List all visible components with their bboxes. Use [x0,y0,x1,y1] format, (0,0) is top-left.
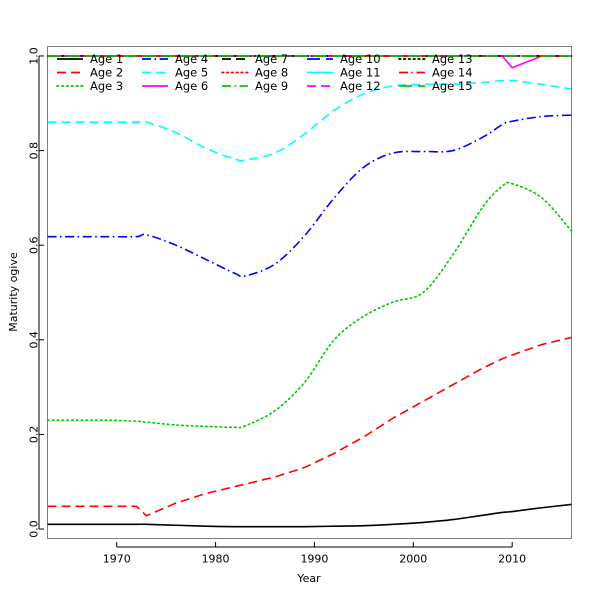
legend-label-age-12: Age 12 [340,79,381,93]
legend-label-age-2: Age 2 [90,66,123,80]
legend-label-age-1: Age 1 [90,52,123,66]
legend-label-age-5: Age 5 [175,66,208,80]
legend-label-age-9: Age 9 [255,79,288,93]
y-tick-label: 0.6 [28,236,41,254]
legend-label-age-4: Age 4 [175,52,208,66]
series-line-age-4 [47,114,572,278]
x-tick-label: 2010 [498,553,526,566]
y-tick-label: 1.0 [28,47,41,65]
legend-label-age-11: Age 11 [340,66,381,80]
x-tick-label: 1980 [202,553,230,566]
legend-label-age-8: Age 8 [255,66,288,80]
legend-label-age-10: Age 10 [340,52,381,66]
y-tick-label: 0.4 [28,331,41,349]
legend-label-age-7: Age 7 [255,52,288,66]
legend-label-age-14: Age 14 [432,66,473,80]
x-tick-label: 1990 [300,553,328,566]
x-tick-label: 1970 [103,553,131,566]
y-axis-title: Maturity ogive [7,252,20,332]
legend-label-age-13: Age 13 [432,52,473,66]
series-line-age-1 [47,503,572,528]
series-line-age-5 [47,79,572,162]
series-line-age-2 [47,336,572,517]
y-tick-label: 0.8 [28,142,41,160]
x-axis-title: Year [296,572,321,585]
data-series-group [46,55,573,528]
legend-label-age-3: Age 3 [90,79,123,93]
y-tick-label: 0.2 [28,426,41,444]
legend-label-age-15: Age 15 [432,79,473,93]
y-tick-label: 0.0 [28,520,41,538]
plot-frame [47,46,572,539]
series-line-age-3 [46,181,573,429]
y-axis: 0.0 0.2 0.4 0.6 0.8 1.0 [28,47,44,538]
legend-label-age-6: Age 6 [175,79,208,93]
x-axis: 1970 1980 1990 2000 2010 [103,542,526,566]
x-tick-label: 2000 [399,553,427,566]
